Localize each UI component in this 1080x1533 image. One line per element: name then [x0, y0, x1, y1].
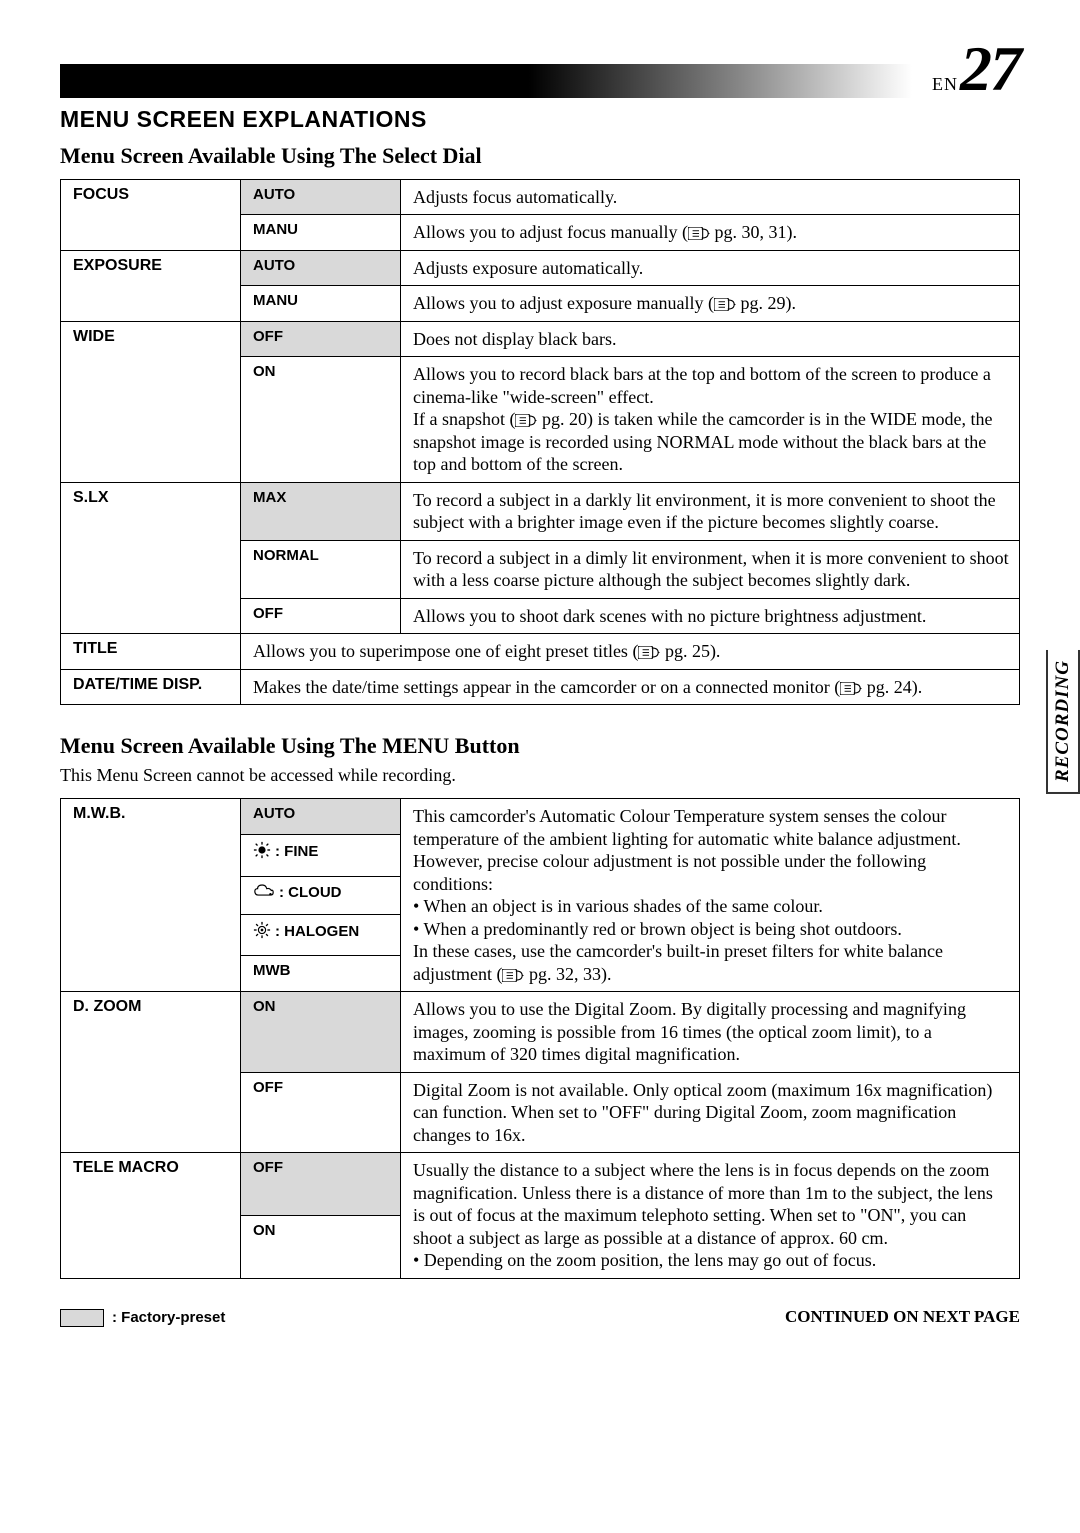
- header-gradient-bar: [60, 64, 912, 98]
- subtitle-menu-button: Menu Screen Available Using The MENU But…: [60, 733, 1020, 759]
- text-b: In these cases, use the camcorder's buil…: [413, 941, 943, 984]
- opt-mwb-cloud: : CLOUD: [241, 876, 401, 914]
- opt-wide-on: ON: [241, 357, 401, 483]
- text-a: This camcorder's Automatic Colour Temper…: [413, 806, 961, 894]
- section-title: MENU SCREEN EXPLANATIONS: [60, 106, 1020, 133]
- text-a: Allows you to record black bars at the t…: [413, 364, 991, 407]
- opt-focus-auto: AUTO: [241, 179, 401, 215]
- opt-telemacro-off: OFF: [241, 1153, 401, 1216]
- cat-title: TITLE: [61, 634, 241, 670]
- text-a: Usually the distance to a subject where …: [413, 1160, 993, 1248]
- cat-exposure: EXPOSURE: [61, 250, 241, 321]
- page-en-label: EN: [932, 74, 958, 95]
- cat-mwb: M.W.B.: [61, 799, 241, 992]
- cat-datetime: DATE/TIME DISP.: [61, 669, 241, 705]
- opt-telemacro-on: ON: [241, 1215, 401, 1278]
- page-ref-icon: pg. 29).: [714, 293, 796, 313]
- cloud-icon: [253, 883, 275, 902]
- ref-text: pg. 30, 31).: [714, 222, 797, 242]
- cat-dzoom: D. ZOOM: [61, 992, 241, 1153]
- opt-wide-off: OFF: [241, 321, 401, 357]
- cat-slx: S.LX: [61, 482, 241, 634]
- desc-mwb: This camcorder's Automatic Colour Temper…: [401, 799, 1020, 992]
- page-ref-icon: pg. 20): [515, 409, 593, 429]
- desc-telemacro: Usually the distance to a subject where …: [401, 1153, 1020, 1279]
- page-ref-icon: pg. 32, 33).: [502, 964, 611, 984]
- opt-dzoom-on: ON: [241, 992, 401, 1073]
- text-b: If a snapshot (: [413, 409, 515, 429]
- page-ref-icon: pg. 24).: [840, 677, 922, 697]
- desc-focus-auto: Adjusts focus automatically.: [401, 179, 1020, 215]
- opt-dzoom-off: OFF: [241, 1072, 401, 1153]
- opt-focus-manu: MANU: [241, 215, 401, 251]
- text: Makes the date/time settings appear in t…: [253, 677, 840, 697]
- bullet-1: • When an object is in various shades of…: [413, 896, 823, 916]
- page: EN 27 MENU SCREEN EXPLANATIONS Menu Scre…: [0, 0, 1080, 1357]
- page-number-block: EN 27: [932, 40, 1020, 98]
- page-number: 27: [960, 40, 1020, 98]
- opt-label: : FINE: [275, 843, 318, 860]
- side-tab-recording: RECORDING: [1046, 650, 1080, 794]
- cat-telemacro: TELE MACRO: [61, 1153, 241, 1279]
- desc-exposure-auto: Adjusts exposure automatically.: [401, 250, 1020, 286]
- desc-slx-normal: To record a subject in a dimly lit envir…: [401, 540, 1020, 598]
- desc-focus-manu: Allows you to adjust focus manually ( pg…: [401, 215, 1020, 251]
- page-ref-icon: pg. 30, 31).: [688, 222, 797, 242]
- cat-wide: WIDE: [61, 321, 241, 482]
- desc-dzoom-on: Allows you to use the Digital Zoom. By d…: [401, 992, 1020, 1073]
- sun-icon: [253, 841, 271, 863]
- opt-mwb-fine: : FINE: [241, 834, 401, 876]
- page-header: EN 27: [60, 40, 1020, 98]
- desc-wide-on: Allows you to record black bars at the t…: [401, 357, 1020, 483]
- bullet-2: • When a predominantly red or brown obje…: [413, 919, 902, 939]
- ref-text: pg. 32, 33).: [529, 964, 612, 984]
- page-footer: : Factory-preset CONTINUED ON NEXT PAGE: [60, 1307, 1020, 1327]
- desc-slx-max: To record a subject in a darkly lit envi…: [401, 482, 1020, 540]
- desc-exposure-manu: Allows you to adjust exposure manually (…: [401, 286, 1020, 322]
- opt-label: : CLOUD: [279, 884, 342, 901]
- desc-slx-off: Allows you to shoot dark scenes with no …: [401, 598, 1020, 634]
- text: Allows you to adjust focus manually (: [413, 222, 688, 242]
- continued-label: CONTINUED ON NEXT PAGE: [785, 1307, 1020, 1327]
- opt-exposure-manu: MANU: [241, 286, 401, 322]
- ref-text: pg. 20): [542, 409, 593, 429]
- opt-mwb-halogen: : HALOGEN: [241, 914, 401, 956]
- preset-swatch-icon: [60, 1309, 104, 1327]
- opt-mwb-auto: AUTO: [241, 799, 401, 835]
- opt-mwb-mwb: MWB: [241, 956, 401, 992]
- desc-title: Allows you to superimpose one of eight p…: [241, 634, 1020, 670]
- bullet: • Depending on the zoom position, the le…: [413, 1250, 876, 1270]
- note-menu-button: This Menu Screen cannot be accessed whil…: [60, 765, 1020, 786]
- factory-preset-legend: : Factory-preset: [60, 1309, 225, 1327]
- table-select-dial: FOCUS AUTO Adjusts focus automatically. …: [60, 179, 1020, 706]
- desc-wide-off: Does not display black bars.: [401, 321, 1020, 357]
- subtitle-select-dial: Menu Screen Available Using The Select D…: [60, 143, 1020, 169]
- halogen-icon: [253, 921, 271, 943]
- desc-dzoom-off: Digital Zoom is not available. Only opti…: [401, 1072, 1020, 1153]
- page-ref-icon: pg. 25).: [638, 641, 720, 661]
- cat-focus: FOCUS: [61, 179, 241, 250]
- ref-text: pg. 29).: [740, 293, 796, 313]
- opt-slx-normal: NORMAL: [241, 540, 401, 598]
- ref-text: pg. 24).: [867, 677, 923, 697]
- desc-datetime: Makes the date/time settings appear in t…: [241, 669, 1020, 705]
- ref-text: pg. 25).: [665, 641, 721, 661]
- text: Allows you to superimpose one of eight p…: [253, 641, 638, 661]
- opt-slx-max: MAX: [241, 482, 401, 540]
- opt-label: : HALOGEN: [275, 923, 359, 940]
- text: Allows you to adjust exposure manually (: [413, 293, 714, 313]
- opt-slx-off: OFF: [241, 598, 401, 634]
- table-menu-button: M.W.B. AUTO This camcorder's Automatic C…: [60, 798, 1020, 1279]
- opt-exposure-auto: AUTO: [241, 250, 401, 286]
- factory-preset-label: : Factory-preset: [112, 1309, 225, 1326]
